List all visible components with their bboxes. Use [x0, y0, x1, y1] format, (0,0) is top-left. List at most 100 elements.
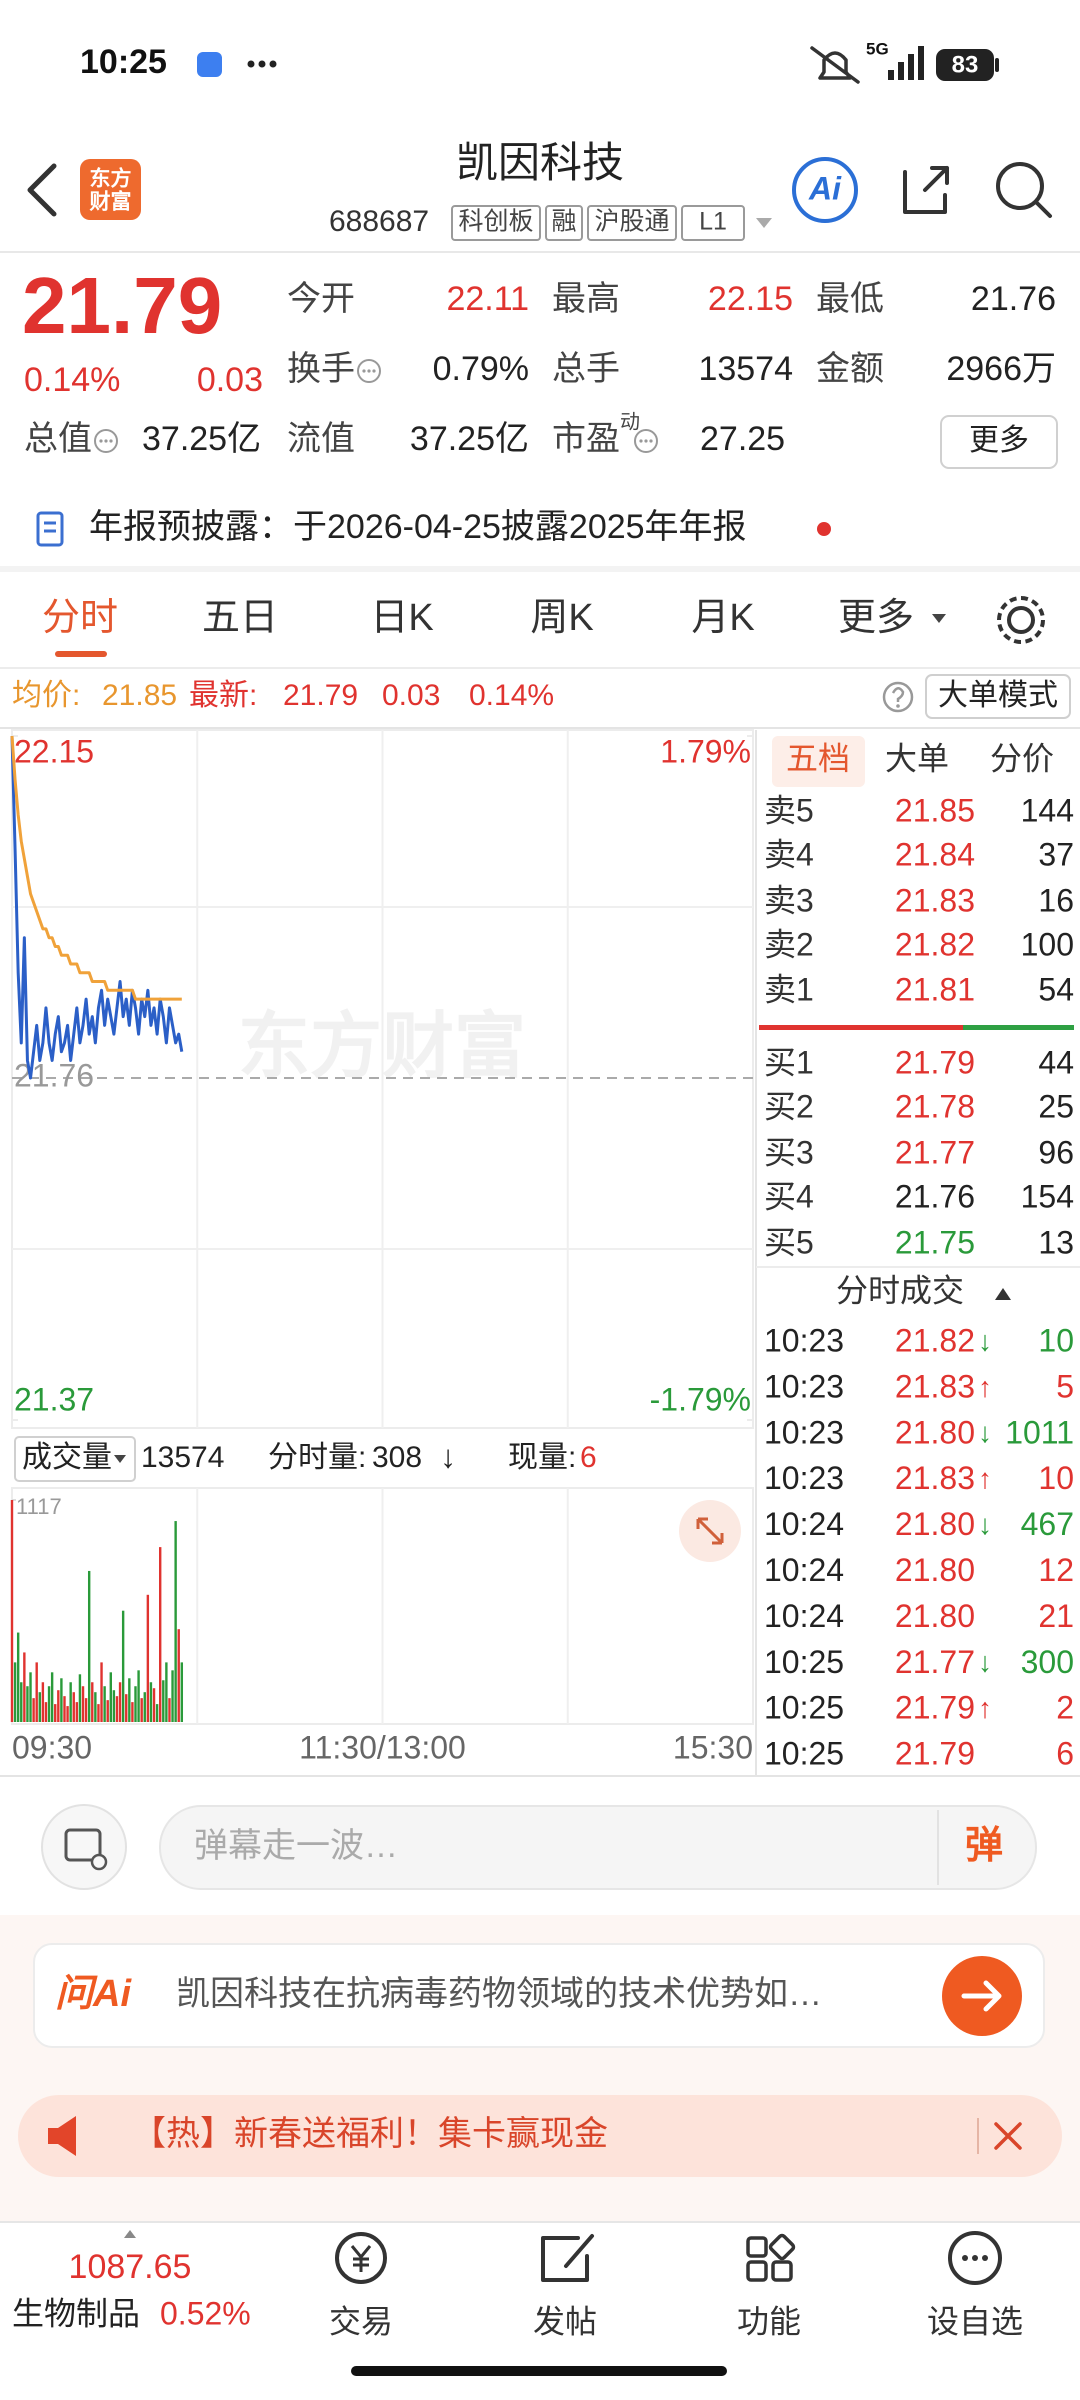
nav-label[interactable]: 发帖: [533, 2303, 597, 2339]
mute-icon: [810, 46, 860, 84]
volume-bar: [97, 1704, 100, 1722]
danmaku-input[interactable]: [159, 1805, 1037, 1890]
trade-icon[interactable]: [335, 2232, 387, 2284]
order-price: 21.75: [895, 1224, 975, 1260]
status-time: 10:25: [80, 43, 167, 81]
trade-price: 21.80: [895, 1506, 975, 1542]
trade-volume: 6: [1056, 1736, 1074, 1772]
quote-value: 37.25亿: [410, 420, 529, 458]
tab[interactable]: 五日: [202, 597, 278, 639]
more-button-text[interactable]: 更多: [969, 424, 1029, 457]
watchlist-icon[interactable]: [948, 2231, 1002, 2285]
ask-ai-box[interactable]: [33, 1943, 1045, 2048]
volume-bar: [165, 1662, 168, 1722]
tab[interactable]: 日K: [370, 597, 433, 639]
trade-price: 21.79: [895, 1690, 975, 1726]
order-tab-active: [772, 736, 865, 787]
volume-title[interactable]: 成交量: [22, 1441, 112, 1474]
trade-time: 10:23: [764, 1368, 844, 1404]
trade-arrow: ↓: [978, 1325, 992, 1356]
nav-label[interactable]: 设自选: [927, 2303, 1023, 2339]
order-tab[interactable]: 五档: [786, 740, 850, 776]
banner-text[interactable]: 【热】新春送福利！集卡赢现金: [132, 2115, 608, 2153]
section-gap: [0, 566, 1080, 572]
nav-label[interactable]: 功能: [737, 2303, 801, 2339]
danmaku-button[interactable]: 弹: [965, 1825, 1003, 1867]
function-icon[interactable]: [746, 2236, 768, 2258]
settings-button[interactable]: [1007, 606, 1035, 634]
stock-tag-text: 融: [551, 208, 576, 236]
quote-label: 金额: [816, 350, 884, 388]
more-dot: [258, 60, 266, 68]
stat-value: 21.79: [283, 679, 358, 712]
info-icon: [634, 429, 658, 453]
order-volume: 16: [1038, 882, 1074, 918]
volume-bar: [174, 1521, 177, 1722]
index-arrow: [124, 2230, 136, 2238]
stock-tag-text: L1: [699, 208, 727, 236]
tab[interactable]: 月K: [691, 597, 754, 639]
promo-banner[interactable]: [18, 2095, 1062, 2177]
help-button[interactable]: [882, 681, 914, 713]
home-indicator: [351, 2366, 727, 2376]
ai-label[interactable]: Ai: [808, 170, 842, 206]
nav-label[interactable]: 交易: [329, 2303, 393, 2339]
ask-bar: [759, 1025, 963, 1030]
volume-selector[interactable]: [14, 1436, 136, 1482]
collapse-arrow[interactable]: [995, 1288, 1011, 1300]
signal-bar: [888, 70, 894, 80]
order-price: 21.76: [895, 1178, 975, 1214]
stock-name: 凯因科技: [456, 139, 624, 186]
order-level: 买4: [764, 1178, 814, 1214]
order-tab[interactable]: 大单: [885, 740, 949, 776]
dropdown-arrow: [756, 218, 772, 228]
volume-bar: [87, 1570, 91, 1722]
tick-volume-label: 分时量:: [268, 1441, 366, 1474]
trade-arrow: ↓: [978, 1417, 992, 1448]
change-percent: 0.14%: [24, 361, 120, 399]
comment-settings-button[interactable]: [41, 1804, 127, 1890]
ai-button[interactable]: [792, 157, 858, 223]
index-value[interactable]: 1087.65: [69, 2248, 192, 2286]
banner-close[interactable]: [994, 2122, 1022, 2150]
quote-value: 22.15: [708, 280, 793, 318]
trade-volume: 21: [1038, 1598, 1074, 1634]
volume-bar: [66, 1706, 69, 1722]
stock-tag: [451, 205, 541, 241]
tab[interactable]: 分时: [42, 597, 118, 639]
tab[interactable]: 周K: [530, 597, 593, 639]
danmaku-placeholder[interactable]: 弹幕走一波…: [194, 1827, 398, 1865]
info-icon-dot: [644, 439, 648, 443]
order-level: 买1: [764, 1044, 814, 1080]
tab[interactable]: 更多: [838, 597, 914, 639]
search-button[interactable]: [996, 162, 1044, 210]
volume-bar: [57, 1690, 60, 1722]
volume-bar: [177, 1629, 180, 1722]
back-button[interactable]: [27, 163, 57, 217]
post-icon[interactable]: [541, 2234, 594, 2282]
more-button[interactable]: [940, 415, 1058, 469]
order-tab[interactable]: 分价: [990, 740, 1054, 776]
notice-icon: [36, 511, 64, 547]
logo-text: 东方: [90, 167, 132, 191]
volume-bar: [26, 1686, 29, 1722]
ask-ai-text[interactable]: 凯因科技在抗病毒药物领域的技术优势如…: [176, 1975, 822, 2013]
stock-tag-text: 科创板: [458, 208, 533, 236]
quote-value: 2966万: [946, 350, 1056, 388]
mode-button-text[interactable]: 大单模式: [938, 679, 1058, 712]
share-button[interactable]: [903, 166, 949, 214]
volume-bar: [32, 1698, 35, 1722]
y-tick-label: 22.15: [14, 733, 94, 769]
trade-price: 21.82: [895, 1322, 975, 1358]
speaker-icon: [48, 2116, 76, 2156]
order-volume: 96: [1038, 1134, 1074, 1170]
signal-bar: [898, 62, 904, 80]
volume-bar: [128, 1678, 131, 1722]
order-price: 21.82: [895, 926, 975, 962]
big-order-mode-button[interactable]: [925, 674, 1071, 719]
volume-bar: [115, 1696, 119, 1722]
stat-label: 均价:: [12, 679, 80, 712]
volume-bar: [103, 1686, 106, 1722]
order-level: 卖2: [764, 926, 814, 962]
volume-bar: [180, 1662, 184, 1722]
